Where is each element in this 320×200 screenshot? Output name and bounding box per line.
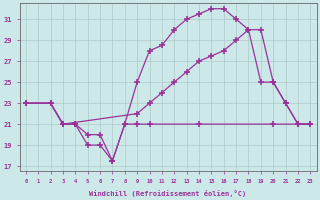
X-axis label: Windchill (Refroidissement éolien,°C): Windchill (Refroidissement éolien,°C) xyxy=(90,190,247,197)
